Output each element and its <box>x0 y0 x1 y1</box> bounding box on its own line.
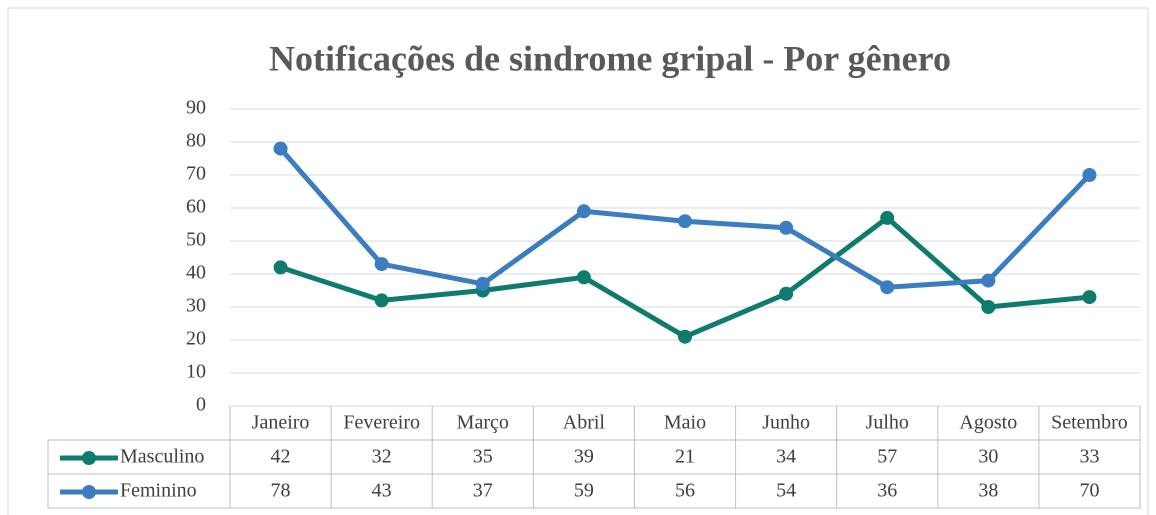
table-value: 21 <box>675 446 695 468</box>
table-value: 34 <box>776 446 796 468</box>
table-value: 43 <box>372 480 392 502</box>
y-tick-label: 10 <box>186 361 206 383</box>
marker <box>273 260 288 275</box>
marker <box>779 286 794 301</box>
x-tick-label: Janeiro <box>252 412 310 434</box>
legend-marker <box>82 485 96 499</box>
y-tick-label: 30 <box>186 295 206 317</box>
y-tick-label: 60 <box>186 196 206 218</box>
table-value: 30 <box>978 446 998 468</box>
table-value: 32 <box>372 446 392 468</box>
table-value: 38 <box>978 480 998 502</box>
table-value: 39 <box>574 446 594 468</box>
x-tick-label: Abril <box>563 412 606 434</box>
marker <box>880 280 895 295</box>
marker <box>779 220 794 235</box>
table-value: 36 <box>877 480 897 502</box>
y-tick-label: 70 <box>186 163 206 185</box>
table-value: 57 <box>877 446 897 468</box>
marker <box>678 214 692 229</box>
table-value: 78 <box>271 480 291 502</box>
marker <box>475 276 490 291</box>
table-value: 70 <box>1079 480 1099 502</box>
marker <box>981 273 996 288</box>
x-tick-label: Julho <box>866 412 909 434</box>
y-tick-label: 80 <box>186 130 206 152</box>
table-value: 42 <box>271 446 291 468</box>
x-tick-label: Fevereiro <box>343 412 420 434</box>
table-value: 59 <box>574 480 594 502</box>
table-value: 35 <box>473 446 493 468</box>
legend-marker <box>82 451 96 465</box>
chart-title: Notificações de sindrome gripal - Por gê… <box>269 38 951 78</box>
marker <box>678 329 692 344</box>
chart-border <box>7 7 1149 515</box>
x-tick-label: Agosto <box>959 412 1017 434</box>
marker <box>880 210 895 225</box>
y-tick-label: 40 <box>186 262 206 284</box>
x-tick-label: Março <box>457 412 509 434</box>
marker <box>576 204 591 219</box>
x-tick-label: Setembro <box>1051 412 1128 434</box>
table-value: 54 <box>776 480 796 502</box>
marker <box>981 300 996 314</box>
y-tick-label: 90 <box>186 97 206 119</box>
legend-label: Masculino <box>120 446 204 468</box>
table-value: 33 <box>1079 446 1099 468</box>
marker <box>1082 290 1097 305</box>
x-tick-label: Maio <box>664 412 706 434</box>
x-tick-label: Junho <box>762 412 810 434</box>
table-value: 56 <box>675 480 695 502</box>
marker <box>1082 168 1097 182</box>
marker <box>576 270 591 285</box>
marker <box>374 293 389 308</box>
legend-label: Feminino <box>120 480 197 502</box>
table-value: 37 <box>473 480 493 502</box>
marker <box>273 141 288 156</box>
y-tick-label: 50 <box>186 229 206 251</box>
y-tick-label: 20 <box>186 328 206 350</box>
y-tick-label: 0 <box>196 394 206 416</box>
marker <box>374 257 389 272</box>
